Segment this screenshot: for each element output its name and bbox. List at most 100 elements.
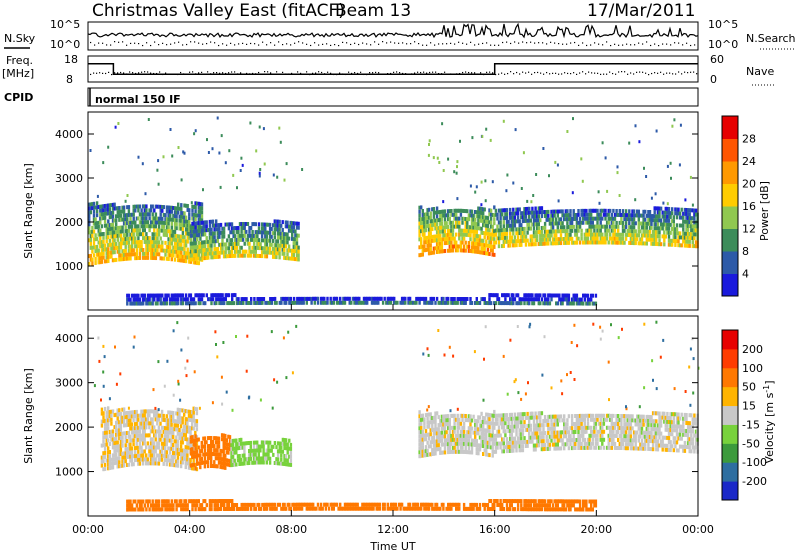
heatmap-cell [240, 226, 243, 230]
heatmap-cell [477, 226, 480, 231]
heatmap-cell [334, 296, 337, 301]
heatmap-cell [305, 300, 308, 305]
heatmap-cell [175, 234, 178, 239]
heatmap-cell [482, 207, 485, 212]
heatmap-cell [97, 260, 100, 265]
heatmap-cell [116, 226, 119, 230]
heatmap-cell [115, 242, 118, 246]
nave-point [102, 72, 104, 74]
heatmap-cell [547, 293, 550, 298]
heatmap-cell [650, 222, 653, 226]
heatmap-cell [115, 428, 118, 433]
heatmap-cell [272, 223, 275, 228]
heatmap-cell [537, 293, 540, 298]
nave-point [339, 72, 341, 74]
heatmap-cell [462, 248, 466, 253]
heatmap-cell [567, 240, 571, 245]
heatmap-cell [453, 437, 456, 442]
nsearch-point [90, 41, 92, 44]
heatmap-cell [558, 229, 561, 234]
heatmap-cell [276, 251, 280, 256]
heatmap-cell [450, 300, 453, 305]
heatmap-cell [455, 212, 458, 217]
heatmap-cell [265, 456, 268, 461]
heatmap-cell [132, 220, 135, 225]
heatmap-cell [520, 215, 523, 220]
heatmap-cell [288, 296, 291, 301]
nave-point [414, 72, 416, 74]
heatmap-cell [234, 249, 237, 254]
nsearch-point [126, 44, 128, 46]
heatmap-cell [148, 224, 151, 229]
heatmap-cell [154, 449, 157, 454]
heatmap-cell [177, 293, 180, 298]
heatmap-cell [435, 250, 439, 254]
heatmap-cell [210, 456, 213, 460]
heatmap-cell [631, 209, 634, 214]
heatmap-cell [148, 453, 151, 458]
heatmap-cell [165, 450, 168, 455]
heatmap-cell [292, 249, 295, 253]
heatmap-cell [206, 452, 210, 457]
heatmap-cell [437, 447, 440, 452]
heatmap-cell [440, 414, 444, 419]
heatmap-cell [499, 224, 502, 229]
heatmap-cell [170, 217, 173, 222]
heatmap-cell [170, 410, 173, 415]
heatmap-cell [686, 216, 690, 220]
heatmap-cell [432, 431, 436, 436]
heatmap-cell [151, 220, 154, 225]
heatmap-cell [386, 296, 389, 301]
heatmap-cell [472, 237, 475, 242]
heatmap-cell [237, 253, 240, 258]
heatmap-cell [164, 446, 167, 451]
heatmap-cell [462, 449, 466, 454]
heatmap-cell [100, 455, 104, 460]
heatmap-cell [494, 228, 498, 233]
heatmap-cell [509, 215, 512, 220]
heatmap-cell [225, 450, 228, 455]
heatmap-cell [442, 225, 445, 230]
heatmap-cell [547, 213, 550, 218]
heatmap-cell [590, 232, 593, 237]
heatmap-cell [456, 413, 459, 418]
heatmap-cell [172, 253, 175, 258]
heatmap-cell [235, 446, 238, 451]
heatmap-cell [447, 209, 450, 214]
heatmap-cell [113, 413, 116, 418]
nave-point [168, 73, 170, 75]
heatmap-cell [658, 210, 661, 215]
heatmap-cell [478, 415, 482, 420]
heatmap-cell [543, 229, 547, 234]
heatmap-cell [213, 452, 216, 457]
nsearch-point [526, 42, 528, 44]
heatmap-cell [640, 237, 644, 242]
heatmap-cell [609, 236, 612, 241]
heatmap-cell [146, 240, 150, 244]
heatmap-cell [605, 228, 609, 233]
heatmap-cell [135, 425, 138, 430]
heatmap-cell [477, 218, 480, 223]
nsearch-point [390, 41, 392, 43]
heatmap-cell [323, 296, 326, 301]
heatmap-cell [518, 297, 521, 302]
heatmap-cell [354, 296, 358, 301]
heatmap-cell [261, 297, 264, 301]
nave-point [393, 71, 395, 73]
heatmap-cell [528, 293, 531, 298]
heatmap-cell [588, 240, 591, 245]
heatmap-cell [206, 460, 210, 465]
heatmap-cell [116, 206, 119, 211]
heatmap-cell [590, 228, 593, 233]
heatmap-cell [496, 236, 499, 241]
heatmap-cell [577, 228, 580, 233]
heatmap-cell [467, 418, 471, 423]
heatmap-cell [231, 446, 235, 451]
heatmap-cell [424, 220, 428, 225]
heatmap-cell [543, 301, 547, 306]
heatmap-cell [469, 233, 472, 238]
heatmap-cell [331, 300, 334, 305]
heatmap-cell [178, 293, 181, 298]
heatmap-cell [656, 230, 660, 235]
heatmap-cell [191, 422, 194, 427]
